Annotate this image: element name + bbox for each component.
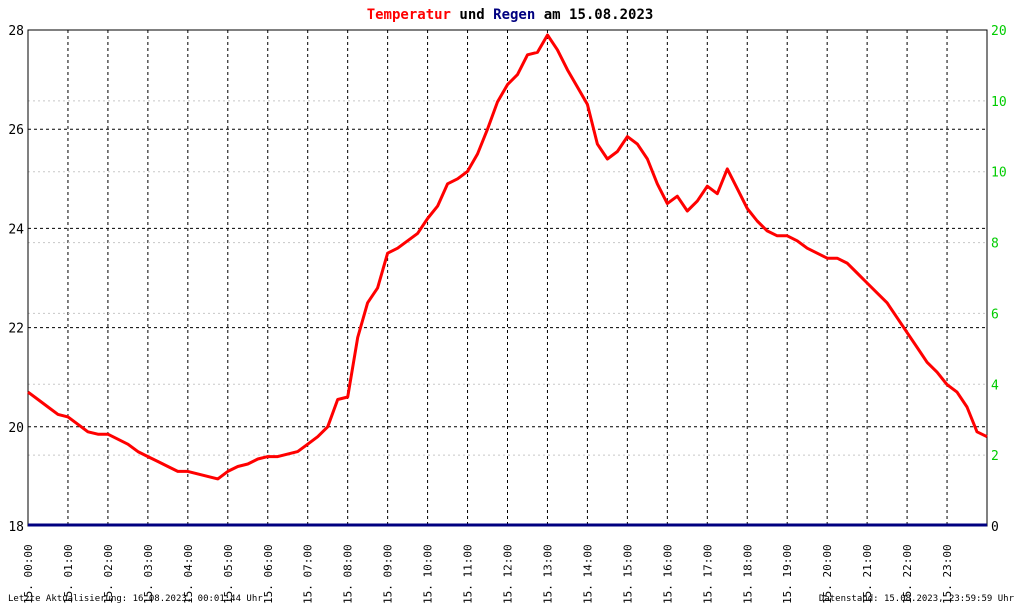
x-tick-label: 15. 16:00 [661,544,674,604]
x-tick-label: 15. 20:00 [821,544,834,604]
y-right-tick-label: 4 [991,378,999,393]
data-status-text: Datenstand: 15.08.2023, 23:59:59 Uhr [818,594,1014,604]
x-tick-label: 15. 17:00 [701,544,714,604]
y-left-tick-label: 18 [8,520,24,535]
y-left-tick-label: 20 [8,421,24,436]
x-tick-label: 15. 11:00 [462,544,475,604]
y-right-tick-label: 8 [991,237,999,252]
y-right-tick-label: 0 [991,520,999,535]
chart-title: Temperatur und Regen am 15.08.2023 [367,7,654,23]
x-tick-label: 15. 02:00 [102,544,115,604]
y-right-tick-label: 2 [991,449,999,464]
x-tick-label: 15. 00:00 [22,544,35,604]
y-left-tick-label: 28 [8,24,24,39]
y-right-tick-label: 10 [991,166,1007,181]
x-tick-label: 15. 05:00 [222,544,235,604]
temperature-series-line [27,33,988,481]
series-layer [27,33,988,527]
y-left-tick-label: 22 [8,322,24,337]
last-update-text: Letzte Aktualisierung: 16.08.2023, 00:01… [8,594,263,604]
title-temperature: Temperatur [367,7,451,23]
x-tick-label: 15. 13:00 [541,544,554,604]
x-tick-label: 15. 01:00 [62,544,75,604]
y-right-tick-label: 6 [991,307,999,322]
x-tick-label: 15. 14:00 [581,544,594,604]
title-rain: Regen [493,7,535,23]
x-tick-label: 15. 09:00 [382,544,395,604]
x-tick-label: 15. 07:00 [302,544,315,604]
y-right-tick-label: 10 [991,95,1007,110]
x-tick-label: 15. 23:00 [941,544,954,604]
x-tick-label: 15. 15:00 [621,544,634,604]
y-left-tick-label: 24 [8,222,24,237]
x-tick-label: 15. 10:00 [422,544,435,604]
title-and: und [451,7,493,23]
grid-lines [28,30,987,526]
x-tick-label: 15. 22:00 [901,544,914,604]
y-right-tick-label: 20 [991,24,1007,39]
x-tick-label: 15. 03:00 [142,544,155,604]
title-date: am 15.08.2023 [535,7,653,23]
svg-text:Temperatur und Regen am 15.08.: Temperatur und Regen am 15.08.2023 [367,7,654,23]
x-tick-label: 15. 18:00 [741,544,754,604]
y-left-tick-label: 26 [8,123,24,138]
x-tick-label: 15. 19:00 [781,544,794,604]
x-tick-label: 15. 21:00 [861,544,874,604]
x-tick-label: 15. 08:00 [342,544,355,604]
x-tick-label: 15. 06:00 [262,544,275,604]
x-tick-label: 15. 12:00 [502,544,515,604]
x-tick-label: 15. 04:00 [182,544,195,604]
